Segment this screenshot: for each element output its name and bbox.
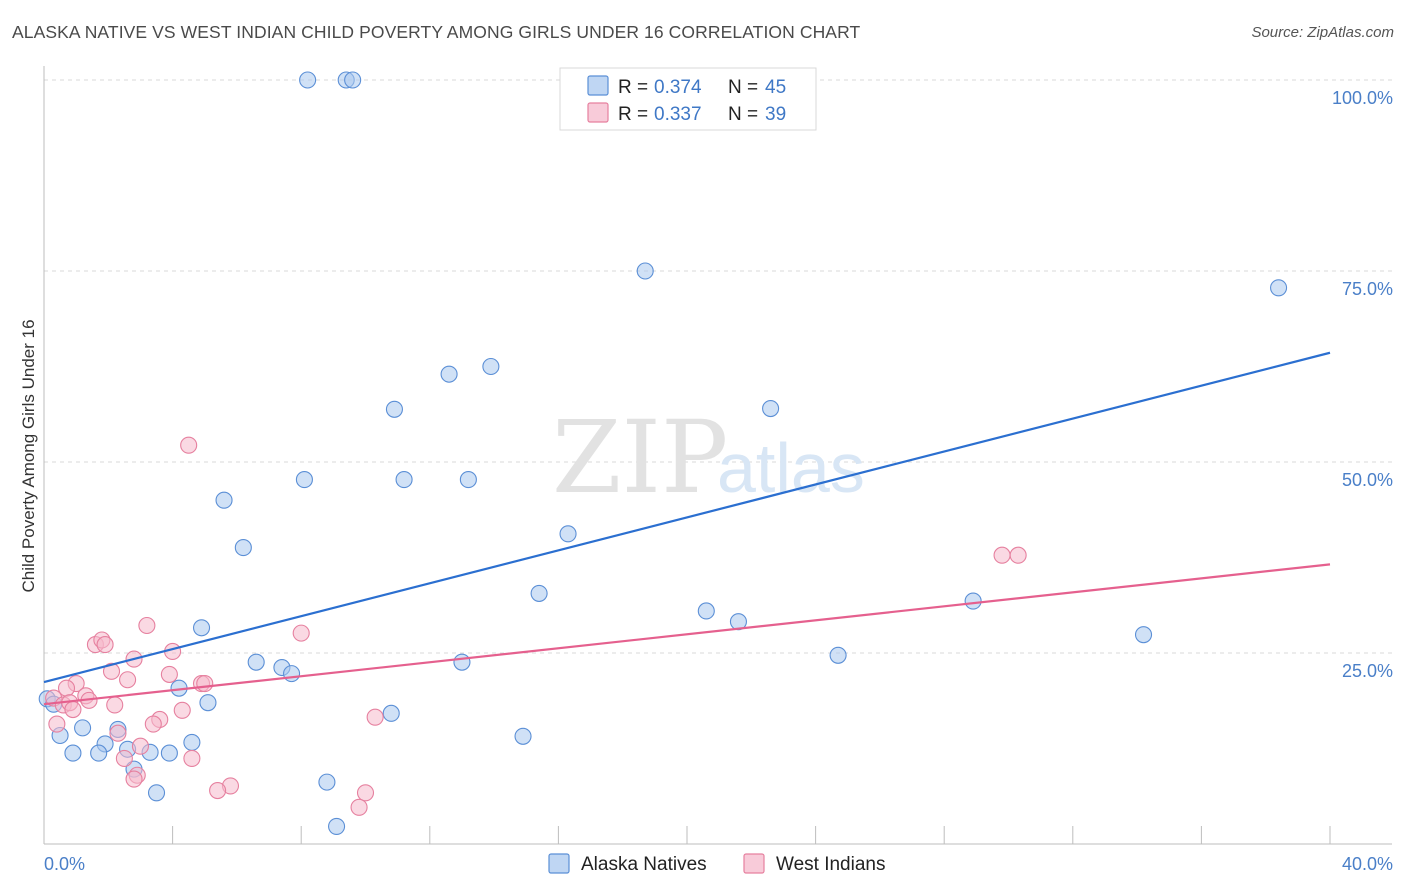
west-indians-point-0 [180, 436, 198, 454]
alaska-natives-point-40 [90, 744, 108, 762]
alaska-natives-point-9 [295, 471, 313, 489]
legend-r-label-2: R = [618, 104, 648, 125]
trend-lines [43, 351, 1331, 706]
y-tick-label-0: 25.0% [1342, 661, 1393, 681]
legend-swatch-blue [587, 75, 609, 96]
west-indians-point-36 [209, 781, 227, 800]
west-indians-point-10 [102, 662, 121, 680]
source-credit: Source: ZipAtlas.com [1251, 24, 1394, 41]
series-legend-swatch-alaska [548, 853, 570, 874]
alaska-natives-point-5 [440, 365, 458, 383]
alaska-natives-point-13 [234, 539, 252, 557]
alaska-natives-point-7 [385, 400, 403, 418]
alaska-natives-point-41 [514, 727, 532, 745]
legend-n-label-2: N = [728, 104, 758, 125]
series-legend-alaska-natives: Alaska Natives [581, 854, 707, 875]
west-indians-point-1 [993, 546, 1011, 564]
alaska-natives-point-10 [395, 471, 413, 489]
alaska-natives-point-39 [64, 744, 82, 762]
west-indians-point-12 [119, 671, 137, 689]
alaska-natives-point-15 [530, 584, 548, 602]
alaska-natives-point-6 [482, 357, 500, 376]
grid-lines [44, 79, 1392, 654]
alaska-natives-point-0 [299, 71, 317, 89]
legend-n-label-1: N = [728, 77, 758, 98]
x-tick-label-1: 40.0% [1342, 854, 1393, 874]
y-tick-label-2: 75.0% [1342, 279, 1393, 299]
alaska-natives-point-16 [697, 602, 715, 620]
alaska-natives-point-45 [328, 817, 346, 835]
watermark-atlas: atlas [717, 429, 865, 507]
series-legend-swatch-west-indians [743, 853, 765, 874]
alaska-natives-point-37 [160, 744, 178, 762]
west-indians-point-29 [109, 724, 127, 742]
legend-swatch-pink [587, 102, 609, 123]
west-indians-point-26 [144, 715, 162, 733]
x-tick-label-0: 0.0% [44, 854, 85, 874]
west-indians-point-30 [131, 737, 149, 755]
alaska-natives-point-3 [636, 262, 654, 280]
west-indians-point-11 [160, 665, 178, 683]
west-indians-point-28 [48, 715, 66, 733]
west-indians-point-34 [125, 770, 143, 788]
alaska-natives-point-19 [1134, 626, 1153, 644]
axes [43, 66, 1392, 845]
west-indians-trend-line [43, 563, 1331, 706]
west-indians-point-37 [356, 784, 375, 802]
legend-n-value-1: 45 [765, 77, 786, 98]
x-tick-labels: 0.0% 40.0% [44, 854, 1393, 874]
series-legend-west-indians: West Indians [776, 854, 885, 875]
alaska-natives-point-14 [559, 525, 577, 543]
series-legend: Alaska Natives West Indians [548, 853, 885, 875]
alaska-natives-point-27 [199, 694, 217, 712]
legend-r-label-1: R = [618, 77, 648, 98]
west-indians-point-23 [173, 701, 191, 719]
chart-title: ALASKA NATIVE VS WEST INDIAN CHILD POVER… [12, 22, 861, 42]
west-indians-point-38 [350, 798, 368, 816]
alaska-natives-point-22 [247, 653, 265, 671]
west-indians-point-16 [196, 675, 214, 693]
y-tick-label-1: 50.0% [1342, 470, 1393, 490]
alaska-natives-trend-line [43, 351, 1331, 684]
y-tick-labels: 25.0% 50.0% 75.0% 100.0% [1332, 88, 1393, 681]
alaska-natives-point-4 [1270, 279, 1288, 297]
west-indians-point-24 [64, 700, 82, 719]
y-axis-label: Child Poverty Among Girls Under 16 [19, 319, 38, 592]
west-indians-point-27 [366, 708, 384, 726]
west-indians-point-32 [183, 749, 201, 767]
alaska-natives-point-43 [318, 773, 336, 791]
alaska-natives-point-21 [829, 646, 847, 664]
alaska-natives-point-20 [192, 619, 211, 637]
west-indians-point-4 [292, 624, 310, 642]
alaska-natives-point-38 [183, 733, 201, 751]
legend-n-value-2: 39 [765, 104, 786, 125]
alaska-natives-point-24 [283, 665, 301, 683]
west-indians-point-22 [106, 696, 124, 714]
west-indians-points [45, 436, 1027, 816]
alaska-natives-point-12 [215, 491, 233, 509]
correlation-legend: R = 0.374 N = 45 R = 0.337 N = 39 [559, 67, 817, 131]
west-indians-point-2 [1009, 546, 1027, 564]
watermark-zip: ZIP [552, 399, 728, 516]
west-indians-point-31 [115, 749, 133, 767]
alaska-natives-point-44 [147, 784, 166, 802]
alaska-natives-point-25 [453, 653, 471, 671]
legend-r-value-2: 0.337 [654, 104, 702, 125]
y-tick-label-3: 100.0% [1332, 88, 1393, 108]
alaska-natives-point-31 [74, 719, 92, 737]
alaska-natives-point-8 [762, 399, 780, 418]
west-indians-point-3 [138, 616, 156, 635]
west-indians-point-7 [96, 636, 114, 654]
alaska-natives-point-18 [964, 592, 982, 610]
alaska-natives-point-11 [459, 471, 477, 489]
legend-r-value-1: 0.374 [654, 77, 702, 98]
alaska-natives-point-28 [382, 704, 400, 722]
alaska-natives-point-2 [344, 71, 362, 89]
